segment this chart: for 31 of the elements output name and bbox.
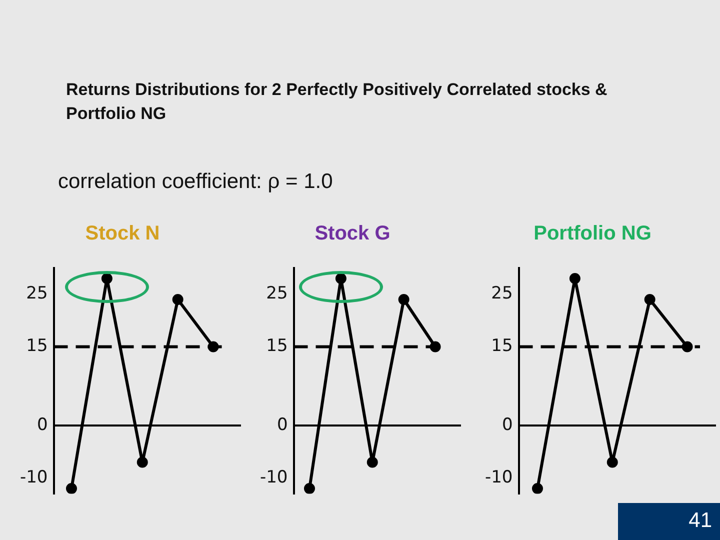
y-tick-label: 0 [502, 414, 513, 435]
y-tick-label: -10 [20, 467, 48, 488]
y-tick-label: 25 [491, 284, 513, 304]
y-tick-label: 0 [276, 414, 288, 435]
text: correlation coefficient: ρ = 1.0 [58, 170, 333, 194]
y-tick-label: 15 [266, 336, 288, 356]
point [532, 483, 543, 494]
point [66, 483, 77, 494]
point [101, 273, 112, 284]
point [569, 273, 580, 284]
point [335, 273, 346, 284]
point [644, 294, 656, 306]
point [398, 294, 410, 306]
text: Returns Distributions for 2 Perfectly Positively Correlated stocks & Portfolio NG [66, 79, 608, 125]
text: 41 [618, 503, 720, 540]
chart-title: Stock N [85, 222, 160, 245]
y-tick-label: 0 [36, 414, 48, 435]
chart-title: Portfolio NG [534, 222, 652, 245]
point [682, 341, 693, 352]
chart-title: Stock G [314, 222, 390, 245]
y-tick-label: 25 [26, 284, 48, 304]
y-tick-label: 25 [266, 284, 288, 304]
point [304, 483, 315, 494]
point [366, 456, 378, 468]
point [172, 294, 184, 306]
y-tick-label: 15 [26, 336, 48, 356]
point [136, 456, 148, 468]
point [606, 456, 618, 468]
y-tick-label: 15 [491, 336, 513, 356]
y-tick-label: -10 [484, 467, 513, 488]
y-tick-label: -10 [260, 467, 288, 488]
